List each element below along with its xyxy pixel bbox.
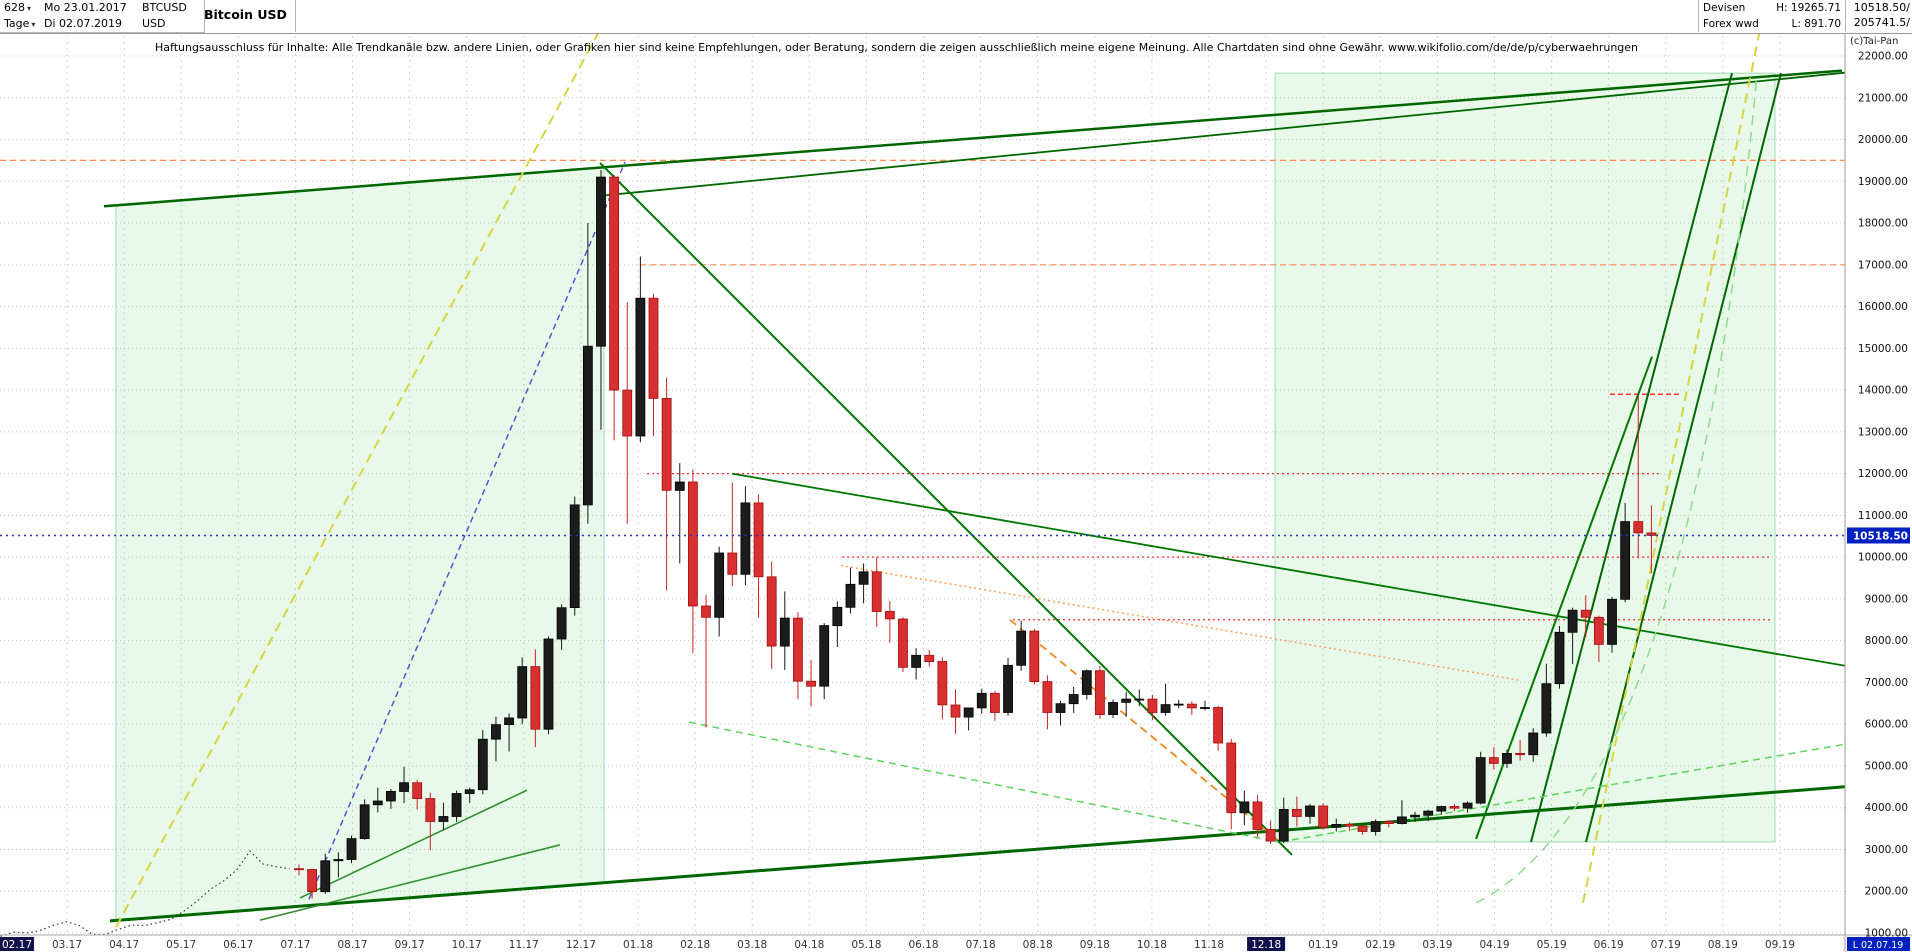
last-date-tag: L 02.07.19 — [1847, 937, 1910, 951]
svg-text:17000.00: 17000.00 — [1858, 259, 1908, 271]
svg-text:6000.00: 6000.00 — [1865, 719, 1908, 731]
svg-text:04.19: 04.19 — [1479, 939, 1509, 951]
svg-text:20000.00: 20000.00 — [1858, 134, 1908, 146]
svg-text:18000.00: 18000.00 — [1858, 218, 1908, 230]
svg-text:16000.00: 16000.00 — [1858, 301, 1908, 313]
svg-text:06.17: 06.17 — [223, 939, 253, 951]
svg-text:09.17: 09.17 — [395, 939, 425, 951]
trend-channel-bands — [115, 72, 1776, 922]
svg-text:10000.00: 10000.00 — [1858, 552, 1908, 564]
svg-text:05.19: 05.19 — [1537, 939, 1567, 951]
svg-text:03.19: 03.19 — [1422, 939, 1452, 951]
period-low-label: L: 891.70 — [1791, 18, 1841, 30]
svg-text:4000.00: 4000.00 — [1865, 802, 1908, 814]
svg-text:08.19: 08.19 — [1708, 939, 1738, 951]
svg-text:06.18: 06.18 — [908, 939, 938, 951]
svg-text:06.19: 06.19 — [1594, 939, 1624, 951]
period-high-label: H: 19265.71 — [1776, 2, 1841, 14]
candles — [294, 170, 1657, 899]
svg-text:5000.00: 5000.00 — [1865, 760, 1908, 772]
svg-text:07.17: 07.17 — [280, 939, 310, 951]
instrument-title: Bitcoin USD — [196, 0, 296, 32]
svg-text:19000.00: 19000.00 — [1858, 176, 1908, 188]
svg-text:11.18: 11.18 — [1194, 939, 1224, 951]
x-axis-labels: 03.17 04.17 05.17 06.17 07.17 08.17 09.17 10.17… — [0, 937, 1795, 951]
current-quote-box: 10518.50/ 205741.5/ — [1854, 0, 1910, 30]
svg-text:07.18: 07.18 — [966, 939, 996, 951]
category-label: Devisen — [1703, 2, 1746, 14]
bar-count-value: 628 — [4, 1, 25, 14]
instrument-info-box: Devisen H: 19265.71 Forex wwd L: 891.70 — [1698, 0, 1846, 32]
svg-text:02.17: 02.17 — [2, 939, 32, 951]
svg-text:8000.00: 8000.00 — [1865, 635, 1908, 647]
svg-text:13000.00: 13000.00 — [1858, 426, 1908, 438]
svg-text:10.17: 10.17 — [452, 939, 482, 951]
svg-text:7000.00: 7000.00 — [1865, 677, 1908, 689]
chevron-down-icon: ▾ — [31, 20, 36, 29]
chart-header: 628 ▾ Mo 23.01.2017 BTCUSD Bitcoin USD Ta… — [0, 0, 1912, 34]
start-date-label: Mo 23.01.2017 — [40, 0, 147, 17]
quote-line-1: 10518.50/ — [1853, 1, 1910, 14]
period-value: Tage — [4, 17, 30, 30]
quote-line-2: 205741.5/ — [1853, 16, 1910, 29]
svg-text:11.17: 11.17 — [509, 939, 539, 951]
svg-text:09.19: 09.19 — [1765, 939, 1795, 951]
svg-text:04.17: 04.17 — [109, 939, 139, 951]
svg-text:15000.00: 15000.00 — [1858, 343, 1908, 355]
copyright-label: (c)Tai-Pan — [1850, 36, 1899, 47]
svg-text:02.18: 02.18 — [680, 939, 710, 951]
category2-label: Forex wwd — [1703, 18, 1759, 30]
svg-text:1000.00: 1000.00 — [1865, 928, 1908, 940]
svg-text:12000.00: 12000.00 — [1858, 468, 1908, 480]
svg-text:09.18: 09.18 — [1080, 939, 1110, 951]
chevron-down-icon: ▾ — [27, 4, 32, 13]
svg-text:01.19: 01.19 — [1308, 939, 1338, 951]
svg-text:02.19: 02.19 — [1365, 939, 1395, 951]
svg-text:21000.00: 21000.00 — [1858, 92, 1908, 104]
symbol-label: BTCUSD — [138, 0, 205, 17]
end-date-label: Di 02.07.2019 — [40, 16, 147, 33]
svg-text:11000.00: 11000.00 — [1858, 510, 1908, 522]
svg-text:14000.00: 14000.00 — [1858, 385, 1908, 397]
pre-series-line — [0, 850, 290, 937]
svg-text:03.17: 03.17 — [52, 939, 82, 951]
svg-text:08.18: 08.18 — [1023, 939, 1053, 951]
svg-text:07.19: 07.19 — [1651, 939, 1681, 951]
svg-text:10.18: 10.18 — [1137, 939, 1167, 951]
svg-text:10518.50: 10518.50 — [1853, 530, 1908, 542]
svg-text:05.18: 05.18 — [851, 939, 881, 951]
y-axis-labels: 22000.00 21000.00 20000.00 19000.00 18000.00… — [1858, 51, 1908, 940]
svg-text:2000.00: 2000.00 — [1865, 886, 1908, 898]
price-axis-tag: 10518.50 — [1847, 527, 1910, 544]
trendlines — [103, 0, 1846, 928]
horizontal-levels — [0, 159, 1845, 621]
svg-text:03.18: 03.18 — [737, 939, 767, 951]
disclaimer-text: Haftungsausschluss für Inhalte: Alle Tre… — [155, 41, 1639, 54]
svg-text:01.18: 01.18 — [623, 939, 653, 951]
svg-text:3000.00: 3000.00 — [1865, 844, 1908, 856]
currency-label: USD — [138, 16, 205, 33]
svg-text:12.18: 12.18 — [1251, 939, 1281, 951]
svg-text:08.17: 08.17 — [337, 939, 367, 951]
svg-text:05.17: 05.17 — [166, 939, 196, 951]
period-dropdown[interactable]: Tage ▾ — [0, 16, 49, 33]
svg-text:L 02.07.19: L 02.07.19 — [1853, 940, 1904, 951]
svg-text:12.17: 12.17 — [566, 939, 596, 951]
svg-text:04.18: 04.18 — [794, 939, 824, 951]
svg-text:9000.00: 9000.00 — [1865, 593, 1908, 605]
svg-text:22000.00: 22000.00 — [1858, 51, 1908, 63]
